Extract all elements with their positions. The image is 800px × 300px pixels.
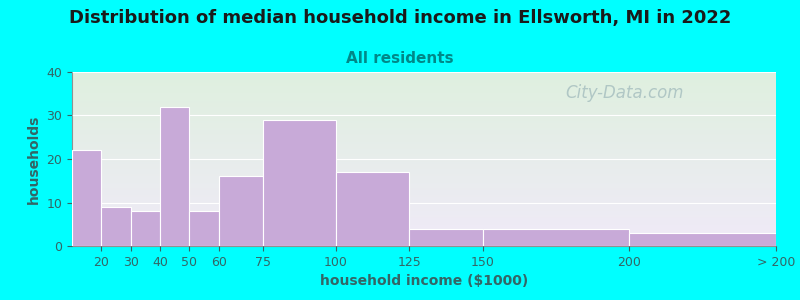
Text: City-Data.com: City-Data.com <box>565 84 683 102</box>
Bar <box>218 176 262 246</box>
Bar <box>190 211 218 246</box>
Bar <box>130 211 160 246</box>
Bar <box>336 172 410 246</box>
Bar <box>262 120 336 246</box>
Bar <box>102 207 130 246</box>
Bar <box>410 229 482 246</box>
Y-axis label: households: households <box>27 114 41 204</box>
Bar <box>630 233 776 246</box>
Text: All residents: All residents <box>346 51 454 66</box>
Bar <box>72 150 102 246</box>
Bar <box>482 229 630 246</box>
Bar <box>160 107 190 246</box>
X-axis label: household income ($1000): household income ($1000) <box>320 274 528 288</box>
Text: Distribution of median household income in Ellsworth, MI in 2022: Distribution of median household income … <box>69 9 731 27</box>
